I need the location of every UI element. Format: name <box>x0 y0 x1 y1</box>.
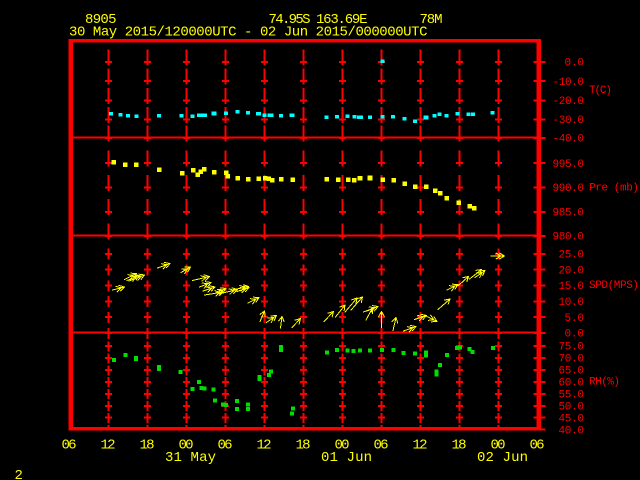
svg-text:01 Jun: 01 Jun <box>321 450 372 466</box>
svg-text:SPD(MPS): SPD(MPS) <box>589 280 639 292</box>
svg-text:65.0: 65.0 <box>559 366 585 378</box>
svg-text:70.0: 70.0 <box>559 354 585 366</box>
svg-text:980.0: 980.0 <box>553 232 585 244</box>
svg-text:5.0: 5.0 <box>565 313 585 325</box>
svg-text:75.0: 75.0 <box>559 342 585 354</box>
svg-text:T(C): T(C) <box>589 85 612 97</box>
svg-text:-10.0: -10.0 <box>553 77 585 89</box>
svg-text:18: 18 <box>140 438 155 454</box>
svg-text:0.0: 0.0 <box>565 58 585 70</box>
svg-text:-40.0: -40.0 <box>553 134 585 146</box>
svg-text:00: 00 <box>335 438 350 454</box>
svg-text:10.0: 10.0 <box>559 297 585 309</box>
svg-text:12: 12 <box>413 438 428 454</box>
svg-text:15.0: 15.0 <box>559 281 585 293</box>
svg-text:990.0: 990.0 <box>553 183 585 195</box>
svg-text:78M: 78M <box>420 12 443 28</box>
svg-text:31 May: 31 May <box>165 450 216 466</box>
svg-text:06: 06 <box>530 438 545 454</box>
svg-text:RH(%): RH(%) <box>589 377 620 389</box>
svg-text:25.0: 25.0 <box>559 249 585 261</box>
svg-text:8905: 8905 <box>85 12 117 28</box>
svg-text:-30.0: -30.0 <box>553 115 585 127</box>
svg-text:40.0: 40.0 <box>559 425 585 437</box>
svg-text:12: 12 <box>101 438 116 454</box>
svg-text:45.0: 45.0 <box>559 413 585 425</box>
svg-text:2: 2 <box>15 468 23 480</box>
svg-text:985.0: 985.0 <box>553 207 585 219</box>
svg-text:995.0: 995.0 <box>553 159 585 171</box>
svg-text:0.0: 0.0 <box>565 329 585 341</box>
svg-text:00: 00 <box>179 438 194 454</box>
svg-text:00: 00 <box>491 438 506 454</box>
svg-text:12: 12 <box>257 438 272 454</box>
svg-text:60.0: 60.0 <box>559 377 585 389</box>
svg-text:74.95S: 74.95S <box>269 12 311 28</box>
svg-text:18: 18 <box>452 438 467 454</box>
svg-text:30 May 2015/120000UTC - 02 Jun: 30 May 2015/120000UTC - 02 Jun 2015/0000… <box>69 25 428 41</box>
svg-text:02 Jun: 02 Jun <box>477 450 528 466</box>
svg-text:06: 06 <box>62 438 77 454</box>
svg-text:20.0: 20.0 <box>559 265 585 277</box>
svg-text:163.69E: 163.69E <box>316 12 368 28</box>
svg-text:Pre (mb): Pre (mb) <box>589 183 639 195</box>
svg-text:50.0: 50.0 <box>559 401 585 413</box>
svg-text:18: 18 <box>296 438 311 454</box>
svg-text:-20.0: -20.0 <box>553 96 585 108</box>
svg-text:55.0: 55.0 <box>559 389 585 401</box>
svg-text:06: 06 <box>374 438 389 454</box>
svg-text:06: 06 <box>218 438 233 454</box>
